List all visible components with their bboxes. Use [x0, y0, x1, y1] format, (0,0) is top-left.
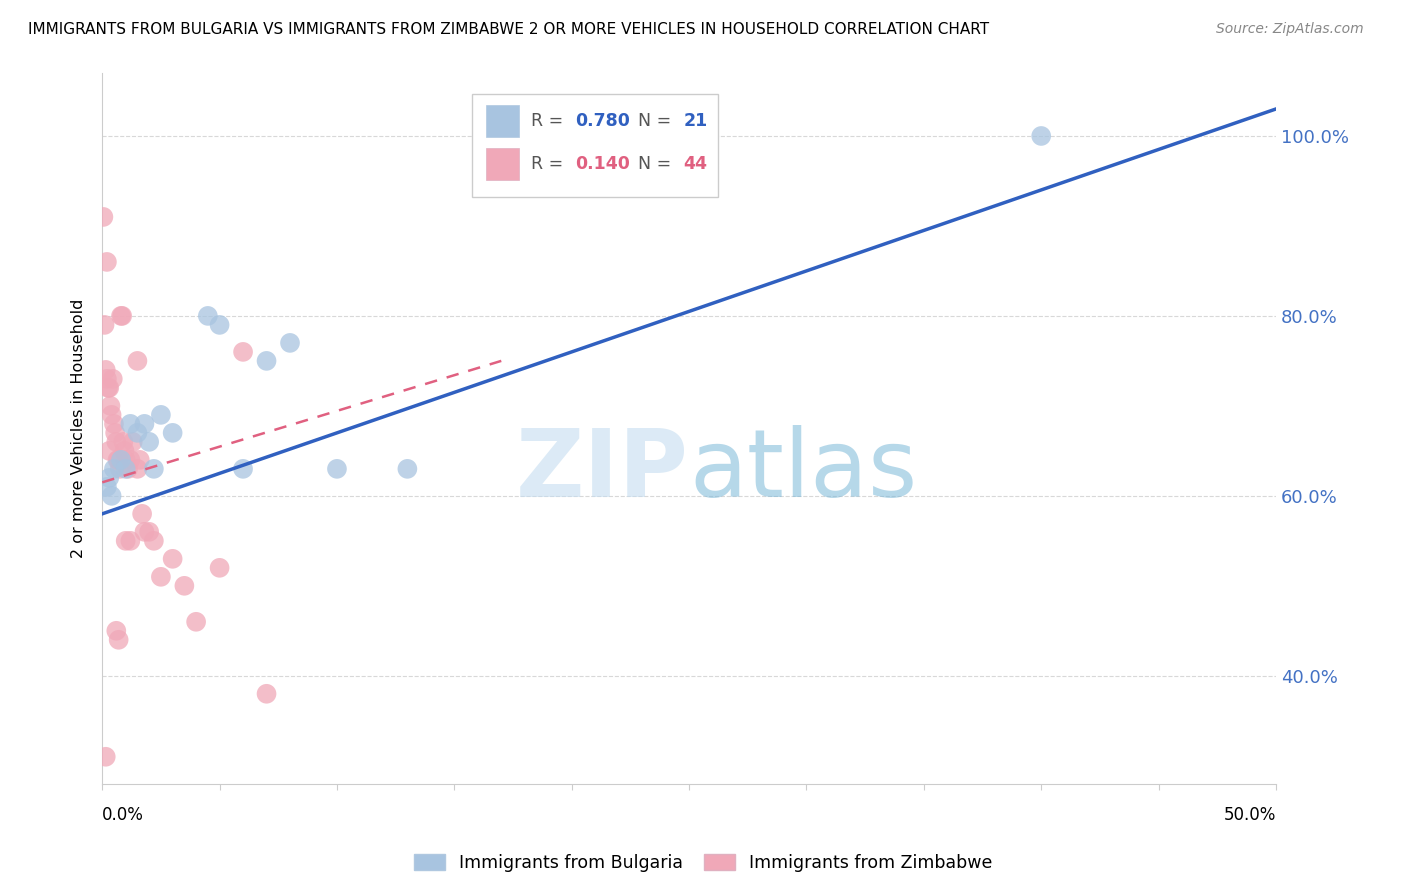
- Point: [120, 533, 142, 548]
- Point: [278, 335, 301, 350]
- Legend: Immigrants from Bulgaria, Immigrants from Zimbabwe: Immigrants from Bulgaria, Immigrants fro…: [406, 847, 1000, 879]
- Point: [107, 453, 129, 467]
- Text: 50.0%: 50.0%: [1223, 806, 1277, 824]
- Point: [256, 687, 278, 701]
- Point: [112, 434, 135, 449]
- Y-axis label: 2 or more Vehicles in Household: 2 or more Vehicles in Household: [72, 299, 86, 558]
- Point: [256, 354, 278, 368]
- Point: [94, 749, 117, 764]
- Text: 44: 44: [683, 155, 707, 173]
- Text: ZIP: ZIP: [516, 425, 689, 517]
- Text: N =: N =: [627, 155, 676, 173]
- FancyBboxPatch shape: [472, 95, 718, 197]
- Point: [107, 632, 129, 647]
- Point: [111, 309, 134, 323]
- Text: 0.0%: 0.0%: [103, 806, 143, 824]
- Point: [108, 462, 131, 476]
- Point: [138, 524, 160, 539]
- Text: IMMIGRANTS FROM BULGARIA VS IMMIGRANTS FROM ZIMBABWE 2 OR MORE VEHICLES IN HOUSE: IMMIGRANTS FROM BULGARIA VS IMMIGRANTS F…: [28, 22, 990, 37]
- Point: [104, 425, 127, 440]
- Point: [114, 443, 136, 458]
- Point: [114, 462, 136, 476]
- Point: [127, 354, 149, 368]
- Point: [142, 533, 165, 548]
- Point: [197, 309, 219, 323]
- Text: atlas: atlas: [689, 425, 917, 517]
- Point: [208, 561, 231, 575]
- Point: [107, 453, 129, 467]
- Point: [114, 533, 136, 548]
- Point: [98, 471, 121, 485]
- Point: [127, 425, 149, 440]
- Point: [114, 453, 136, 467]
- Point: [98, 443, 121, 458]
- Point: [105, 434, 128, 449]
- Point: [117, 462, 139, 476]
- Point: [103, 417, 125, 431]
- Point: [1031, 128, 1053, 143]
- Text: 0.780: 0.780: [575, 112, 630, 130]
- Point: [121, 434, 143, 449]
- Point: [120, 417, 142, 431]
- Point: [134, 417, 156, 431]
- Point: [110, 309, 132, 323]
- Point: [98, 381, 121, 395]
- Text: N =: N =: [627, 112, 676, 130]
- Point: [134, 524, 156, 539]
- Text: 0.140: 0.140: [575, 155, 630, 173]
- Point: [173, 579, 195, 593]
- Point: [110, 453, 132, 467]
- Point: [97, 381, 120, 395]
- Point: [232, 462, 254, 476]
- Point: [101, 372, 124, 386]
- Point: [105, 624, 128, 638]
- Point: [128, 453, 150, 467]
- Point: [96, 480, 118, 494]
- Text: R =: R =: [530, 155, 568, 173]
- Point: [93, 318, 115, 332]
- Point: [96, 255, 118, 269]
- Point: [127, 462, 149, 476]
- Text: 21: 21: [683, 112, 707, 130]
- Point: [184, 615, 207, 629]
- Point: [149, 408, 172, 422]
- Point: [162, 551, 184, 566]
- Point: [208, 318, 231, 332]
- Point: [232, 344, 254, 359]
- Point: [162, 425, 184, 440]
- Point: [120, 453, 142, 467]
- Point: [396, 462, 419, 476]
- FancyBboxPatch shape: [486, 148, 519, 180]
- Point: [100, 408, 122, 422]
- Text: Source: ZipAtlas.com: Source: ZipAtlas.com: [1216, 22, 1364, 37]
- Point: [100, 399, 122, 413]
- Point: [100, 489, 122, 503]
- Point: [94, 363, 117, 377]
- Point: [138, 434, 160, 449]
- Point: [142, 462, 165, 476]
- Point: [326, 462, 349, 476]
- Point: [149, 570, 172, 584]
- Point: [103, 462, 125, 476]
- FancyBboxPatch shape: [486, 105, 519, 137]
- Text: R =: R =: [530, 112, 568, 130]
- Point: [96, 372, 118, 386]
- Point: [93, 210, 115, 224]
- Point: [131, 507, 153, 521]
